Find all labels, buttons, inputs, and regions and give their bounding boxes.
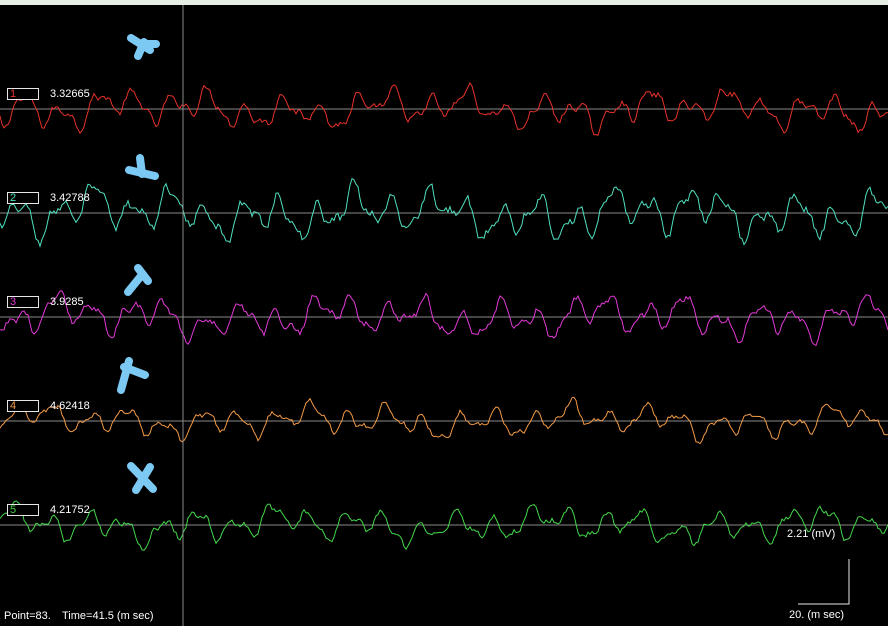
status-time: Time=41.5 (m sec) (62, 610, 154, 622)
marker-3 (124, 264, 152, 296)
channel-value-4: 4.62418 (50, 400, 90, 412)
channel-value-2: 3.42788 (50, 192, 90, 204)
channel-label-2[interactable]: 2 (7, 192, 39, 204)
marker-4 (117, 357, 149, 394)
marker-1 (127, 34, 160, 60)
channel-value-5: 4.21752 (50, 504, 90, 516)
waveform-3 (0, 290, 888, 347)
waveform-2 (0, 177, 888, 248)
waveform-4 (0, 396, 888, 445)
channel-label-3[interactable]: 3 (7, 296, 39, 308)
marker-5 (127, 462, 157, 494)
channel-value-3: 3.9285 (50, 296, 84, 308)
channel-label-1[interactable]: 1 (7, 88, 39, 100)
status-point: Point=83. (4, 610, 51, 622)
marker-2 (125, 154, 159, 180)
window-top-bar (0, 0, 888, 5)
channel-label-4[interactable]: 4 (7, 400, 39, 412)
channel-value-1: 3.32665 (50, 88, 90, 100)
waveform-5 (0, 500, 888, 551)
time-scale-label: 20. (m sec) (789, 609, 845, 621)
waveform-1 (0, 81, 888, 137)
voltage-scale-label: 2.21 (mV) (787, 528, 836, 540)
channel-label-5[interactable]: 5 (7, 504, 39, 516)
scale-bar (798, 559, 850, 605)
